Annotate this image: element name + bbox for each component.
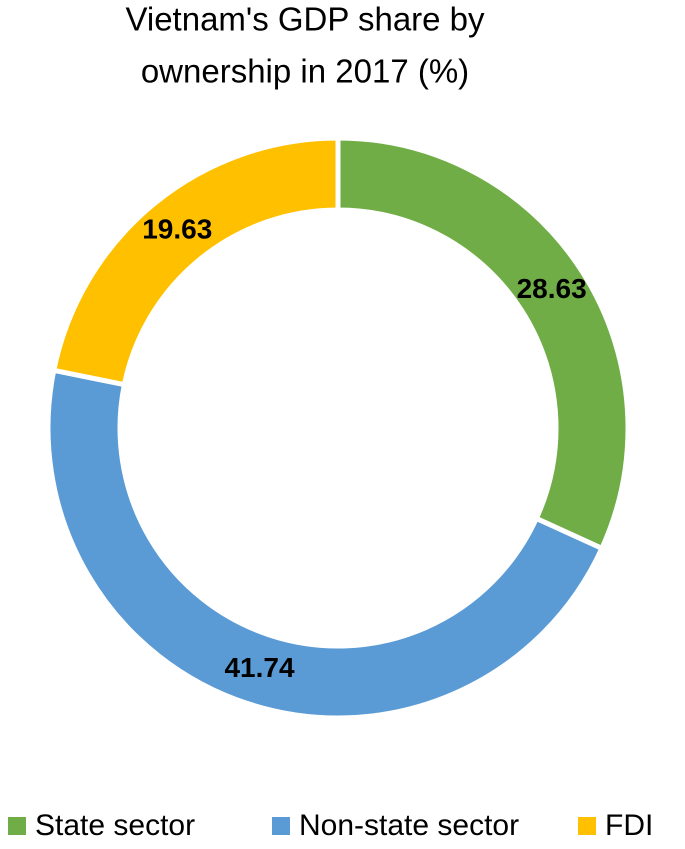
chart-title: Vietnam's GDP share by — [125, 1, 485, 38]
donut-segment — [335, 135, 631, 552]
data-label: 19.63 — [142, 214, 212, 245]
data-label: 41.74 — [224, 652, 294, 683]
data-label: 28.63 — [517, 273, 587, 304]
legend-label: FDI — [605, 809, 653, 842]
legend-label: Non-state sector — [299, 809, 519, 842]
legend-marker — [8, 817, 26, 835]
donut-segment — [50, 135, 341, 388]
donut-segment — [45, 367, 606, 721]
legend-marker — [578, 817, 596, 835]
chart-title: ownership in 2017 (%) — [141, 53, 469, 90]
legend-label: State sector — [35, 809, 195, 842]
legend-marker — [272, 817, 290, 835]
